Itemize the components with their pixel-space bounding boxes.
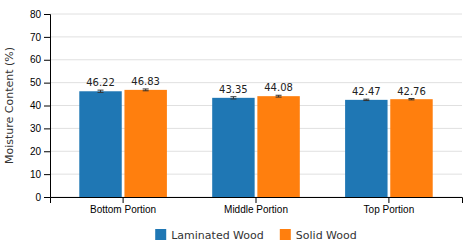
y-axis-title: Moisture Content (%) bbox=[3, 47, 16, 164]
y-tick-label: 30 bbox=[30, 123, 42, 134]
grid-line bbox=[50, 59, 462, 60]
legend-item: Solid Wood bbox=[280, 229, 357, 242]
legend-label: Laminated Wood bbox=[171, 229, 264, 242]
y-tick-label: 0 bbox=[35, 192, 41, 203]
y-tick-mark bbox=[44, 106, 50, 107]
y-tick-label: 50 bbox=[30, 77, 42, 88]
data-label: 42.47 bbox=[352, 86, 381, 97]
chart: 0 10 20 30 40 50 60 70 80 Bottom Portion Middle Po… bbox=[0, 0, 474, 247]
x-tick-mark bbox=[123, 197, 124, 203]
x-tick: Middle Portion bbox=[224, 197, 288, 215]
grid-line bbox=[50, 14, 462, 15]
y-tick: 80 bbox=[30, 9, 50, 20]
error-bar bbox=[408, 99, 414, 100]
x-tick: Bottom Portion bbox=[90, 197, 156, 215]
error-bar bbox=[230, 97, 236, 99]
y-tick: 10 bbox=[30, 169, 50, 180]
y-tick-mark bbox=[44, 197, 50, 198]
x-tick-mark bbox=[388, 197, 389, 203]
y-tick-mark bbox=[44, 37, 50, 38]
bar bbox=[257, 96, 299, 197]
data-label: 43.35 bbox=[219, 84, 248, 95]
y-tick-label: 20 bbox=[30, 146, 42, 157]
y-tick: 40 bbox=[30, 100, 50, 111]
legend-swatch bbox=[280, 229, 291, 240]
series bbox=[79, 90, 387, 197]
y-tick-label: 70 bbox=[30, 32, 42, 43]
y-tick: 60 bbox=[30, 54, 50, 65]
error-bar bbox=[363, 99, 369, 100]
bar bbox=[79, 91, 121, 197]
y-tick-label: 40 bbox=[30, 100, 42, 111]
grid-line bbox=[50, 36, 462, 37]
legend-label: Solid Wood bbox=[296, 229, 357, 242]
x-tick-mark bbox=[256, 197, 257, 203]
y-tick-mark bbox=[44, 83, 50, 84]
legend-item: Laminated Wood bbox=[155, 229, 264, 242]
error-bar bbox=[143, 89, 149, 91]
y-tick: 50 bbox=[30, 77, 50, 88]
data-label: 46.83 bbox=[131, 76, 160, 87]
x-tick-label: Middle Portion bbox=[224, 204, 288, 215]
bar bbox=[212, 98, 254, 197]
y-tick: 70 bbox=[30, 32, 50, 43]
y-tick-mark bbox=[44, 151, 50, 152]
y-tick-label: 80 bbox=[30, 9, 42, 20]
legend: Laminated Wood Solid Wood bbox=[155, 229, 357, 242]
y-tick-label: 10 bbox=[30, 169, 42, 180]
y-tick: 20 bbox=[30, 146, 50, 157]
error-bar bbox=[276, 95, 282, 97]
x-axis-line bbox=[51, 198, 463, 204]
x-tick-label: Top Portion bbox=[364, 204, 415, 215]
y-tick-label: 60 bbox=[30, 54, 42, 65]
legend-swatch bbox=[155, 229, 166, 240]
series bbox=[124, 89, 432, 197]
y-axis: 0 10 20 30 40 50 60 70 80 bbox=[30, 9, 51, 203]
y-tick: 30 bbox=[30, 123, 50, 134]
data-labels: 46.22 43.35 42.47 46.83 44.08 42.76 bbox=[86, 76, 426, 97]
x-tick: Top Portion bbox=[364, 197, 415, 215]
bar bbox=[390, 99, 432, 197]
grid bbox=[50, 14, 462, 197]
y-tick-mark bbox=[44, 60, 50, 61]
data-label: 44.08 bbox=[264, 82, 293, 93]
x-tick-label: Bottom Portion bbox=[90, 204, 156, 215]
bar bbox=[124, 90, 166, 197]
y-tick-mark bbox=[44, 14, 50, 15]
plot: 0 10 20 30 40 50 60 70 80 Bottom Portion Middle Po… bbox=[30, 9, 463, 215]
y-axis-line bbox=[44, 15, 51, 198]
x-axis: Bottom Portion Middle Portion Top Portion bbox=[51, 197, 463, 215]
y-tick-mark bbox=[44, 174, 50, 175]
marks bbox=[79, 89, 432, 197]
data-label: 42.76 bbox=[397, 86, 426, 97]
bar bbox=[345, 100, 387, 197]
error-bar bbox=[98, 90, 104, 92]
data-label: 46.22 bbox=[86, 77, 115, 88]
y-tick: 0 bbox=[35, 192, 50, 203]
y-tick-mark bbox=[44, 128, 50, 129]
